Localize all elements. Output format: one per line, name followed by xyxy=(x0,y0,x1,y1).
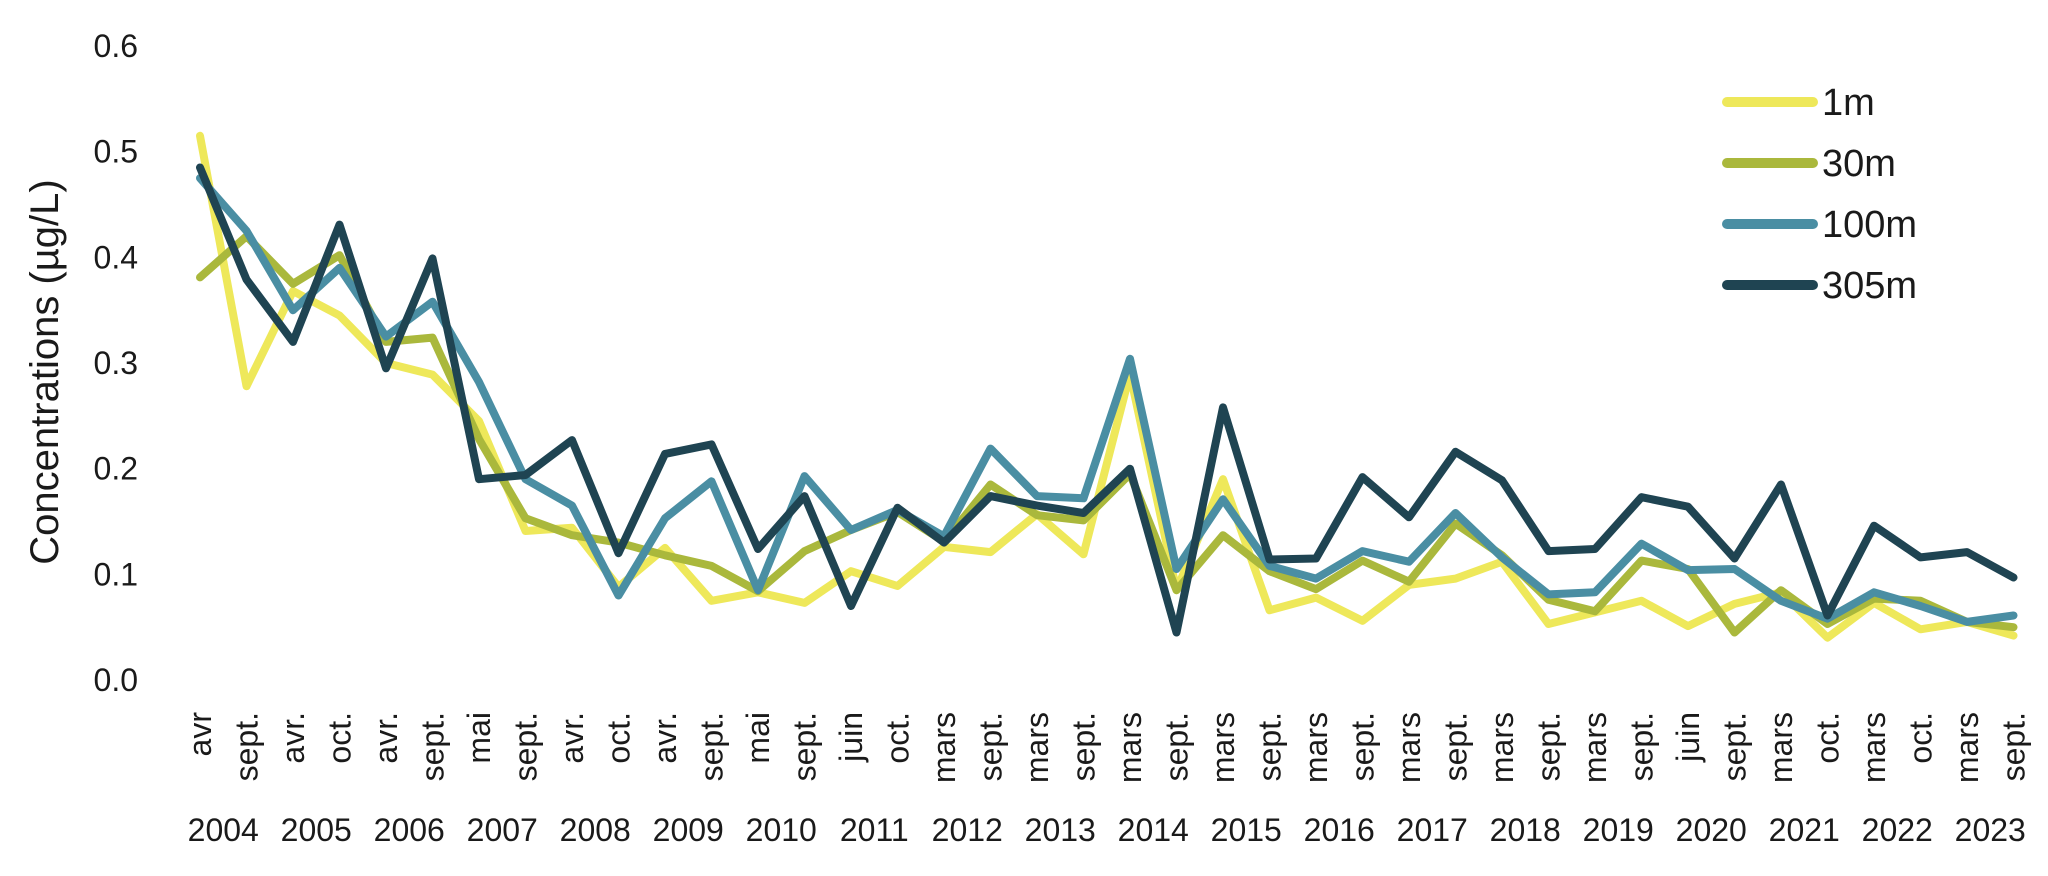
x-tick-label: mars xyxy=(926,712,962,783)
year-label: 2017 xyxy=(1397,812,1468,848)
y-tick-label: 0.2 xyxy=(94,451,138,487)
x-tick-label: sept. xyxy=(787,712,823,781)
year-label: 2005 xyxy=(281,812,352,848)
x-tick-label: mars xyxy=(1298,712,1334,783)
year-label: 2013 xyxy=(1025,812,1096,848)
x-tick-label: sept. xyxy=(229,712,265,781)
year-label: 2010 xyxy=(746,812,817,848)
x-tick-label: avr. xyxy=(368,712,404,764)
x-tick-label: sept. xyxy=(1996,712,2032,781)
year-label: 2004 xyxy=(188,812,259,848)
x-axis-tick-labels: avr sept. avr. oct. avr. sept. mai sept. avr. oct… xyxy=(182,712,2032,783)
year-label: 2014 xyxy=(1118,812,1189,848)
x-tick-label: sept. xyxy=(1717,712,1753,781)
y-axis-title: Concentrations (µg/L) xyxy=(23,179,67,564)
y-tick-label: 0.0 xyxy=(94,662,138,698)
x-tick-label: juin xyxy=(833,712,869,763)
series-line-100m xyxy=(196,174,2018,626)
x-tick-label: sept. xyxy=(1345,712,1381,781)
y-axis-ticks: 0.0 0.1 0.2 0.3 0.4 0.5 0.6 xyxy=(94,28,138,698)
series-line-1m xyxy=(196,131,2018,642)
x-tick-label: mars xyxy=(1763,712,1799,783)
year-label: 2023 xyxy=(1955,812,2026,848)
x-tick-label: sept. xyxy=(1252,712,1288,781)
x-tick-label: mars xyxy=(1112,712,1148,783)
x-tick-label: sept. xyxy=(973,712,1009,781)
x-tick-label: oct. xyxy=(1810,712,1846,764)
year-label: 2007 xyxy=(467,812,538,848)
x-tick-label: mars xyxy=(1484,712,1520,783)
year-label: 2016 xyxy=(1304,812,1375,848)
y-tick-label: 0.4 xyxy=(94,239,138,275)
y-tick-label: 0.3 xyxy=(94,345,138,381)
year-label: 2006 xyxy=(374,812,445,848)
x-tick-label: avr. xyxy=(554,712,590,764)
year-label: 2009 xyxy=(653,812,724,848)
year-label: 2015 xyxy=(1211,812,1282,848)
x-tick-label: mars xyxy=(1577,712,1613,783)
x-tick-label: avr. xyxy=(647,712,683,764)
legend-label-100m: 100m xyxy=(1822,204,1917,246)
x-tick-label: sept. xyxy=(1531,712,1567,781)
x-tick-label: sept. xyxy=(1438,712,1474,781)
y-tick-label: 0.1 xyxy=(94,556,138,592)
x-tick-label: sept. xyxy=(1066,712,1102,781)
series-line-305m xyxy=(196,163,2018,637)
x-tick-label: mai xyxy=(461,712,497,764)
year-label: 2011 xyxy=(840,812,909,848)
x-tick-label: mars xyxy=(1391,712,1427,783)
x-tick-label: oct. xyxy=(880,712,916,764)
x-tick-label: avr xyxy=(182,712,218,757)
x-tick-label: sept. xyxy=(508,712,544,781)
year-label: 2008 xyxy=(560,812,631,848)
legend-label-1m: 1m xyxy=(1822,82,1875,124)
x-tick-label: sept. xyxy=(1624,712,1660,781)
x-tick-label: sept. xyxy=(415,712,451,781)
year-label: 2018 xyxy=(1490,812,1561,848)
x-tick-label: mars xyxy=(1205,712,1241,783)
x-tick-label: mars xyxy=(1019,712,1055,783)
legend-label-305m: 305m xyxy=(1822,265,1917,307)
legend: 1m 30m 100m 305m xyxy=(1722,82,1917,307)
x-tick-label: sept. xyxy=(1159,712,1195,781)
y-tick-label: 0.6 xyxy=(94,28,138,64)
year-label: 2022 xyxy=(1862,812,1933,848)
y-axis-label: Concentrations (µg/L) xyxy=(23,179,67,564)
y-tick-label: 0.5 xyxy=(94,134,138,170)
x-tick-label: mars xyxy=(1949,712,1985,783)
x-tick-label: juin xyxy=(1670,712,1706,763)
series-lines xyxy=(196,131,2018,642)
year-label: 2020 xyxy=(1676,812,1747,848)
year-label: 2021 xyxy=(1769,812,1840,848)
x-axis-year-labels: 2004 2005 2006 2007 2008 2009 2010 2011 2012 2013… xyxy=(188,812,2026,848)
legend-label-30m: 30m xyxy=(1822,143,1896,185)
x-tick-label: oct. xyxy=(1903,712,1939,764)
year-label: 2019 xyxy=(1583,812,1654,848)
x-tick-label: mai xyxy=(740,712,776,764)
year-label: 2012 xyxy=(932,812,1003,848)
x-tick-label: mars xyxy=(1856,712,1892,783)
x-tick-label: avr. xyxy=(275,712,311,764)
x-tick-label: oct. xyxy=(601,712,637,764)
x-tick-label: oct. xyxy=(322,712,358,764)
x-tick-label: sept. xyxy=(694,712,730,781)
